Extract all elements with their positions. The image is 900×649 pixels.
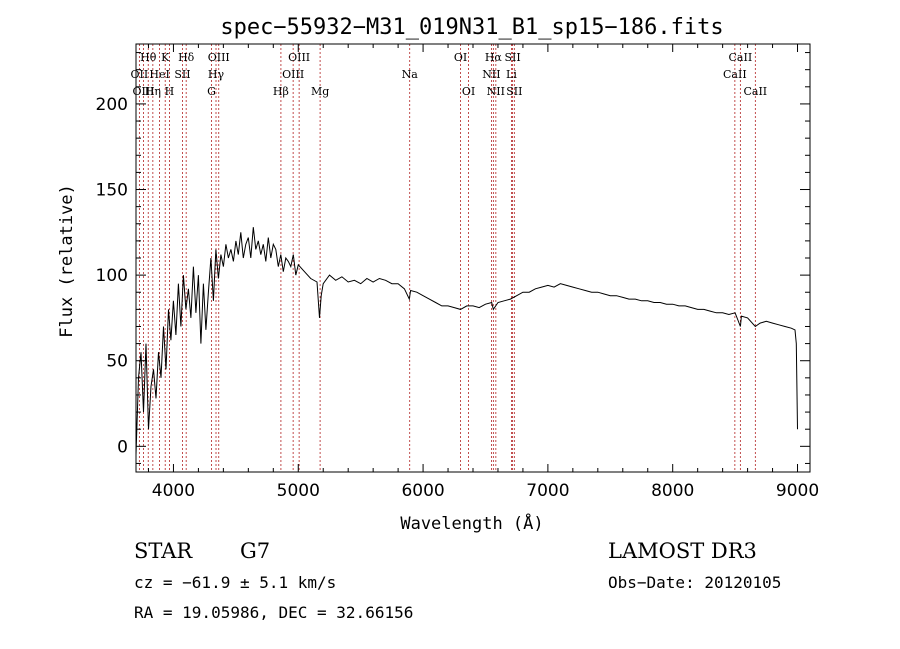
line-label-26: SII — [506, 85, 522, 98]
line-label-7: SII — [504, 51, 520, 64]
line-label-3: OIII — [208, 51, 230, 64]
y-axis: 0 50 100 150 200 — [96, 52, 810, 464]
coordinates-readout: RA = 19.05986, DEC = 32.66156 — [134, 603, 414, 622]
line-label-12: Hγ — [208, 68, 225, 81]
line-label-8: CaII — [729, 51, 753, 64]
subclass-label: G7 — [240, 539, 271, 563]
line-label-21: G — [207, 85, 216, 98]
line-label-1: K — [161, 51, 170, 64]
x-tick-label-4000: 4000 — [152, 481, 195, 501]
x-axis: 4000 5000 6000 7000 8000 9000 — [147, 44, 819, 501]
line-label-4: OIII — [288, 51, 310, 64]
plot-frame — [135, 43, 811, 473]
line-label-20: H — [165, 85, 175, 98]
x-tick-label-6000: 6000 — [401, 481, 444, 501]
y-tick-label-200: 200 — [96, 95, 128, 115]
y-tick-label-0: 0 — [117, 437, 128, 457]
line-label-17: CaII — [723, 68, 747, 81]
y-tick-label-50: 50 — [106, 352, 128, 372]
line-label-15: NII — [482, 68, 500, 81]
y-tick-label-100: 100 — [96, 266, 128, 286]
x-tick-label-5000: 5000 — [277, 481, 320, 501]
x-tick-label-8000: 8000 — [651, 481, 694, 501]
spectrum-line — [135, 227, 798, 455]
line-label-5: OI — [454, 51, 467, 64]
line-label-14: Na — [402, 68, 419, 81]
class-label: STAR — [134, 539, 193, 563]
line-label-6: Hα — [485, 51, 503, 64]
line-label-16: Li — [506, 68, 517, 81]
emission-line-markers — [138, 44, 756, 472]
chart-title: spec−55932−M31_019N31_B1_sp15−186.fits — [220, 15, 723, 40]
line-label-22: Hβ — [273, 85, 289, 98]
line-label-11: SII — [174, 68, 190, 81]
survey-label: LAMOST DR3 — [608, 539, 757, 563]
line-label-2: Hδ — [178, 51, 195, 64]
x-tick-label-7000: 7000 — [526, 481, 569, 501]
line-label-23: Mg — [311, 85, 329, 98]
line-label-18: OIII — [132, 85, 154, 98]
line-label-19: Hη — [145, 85, 161, 98]
y-axis-label: Flux (relative) — [57, 184, 77, 338]
line-label-10: HeI — [149, 68, 169, 81]
line-label-0: Hθ — [140, 51, 157, 64]
line-label-13: OIII — [282, 68, 304, 81]
line-label-25: NII — [487, 85, 505, 98]
x-axis-label: Wavelength (Å) — [400, 512, 543, 534]
velocity-readout: cz = −61.9 ± 5.1 km/s — [134, 573, 337, 592]
y-tick-label-150: 150 — [96, 181, 128, 201]
line-label-27: CaII — [743, 85, 767, 98]
x-tick-label-9000: 9000 — [776, 481, 819, 501]
obs-date-readout: Obs−Date: 20120105 — [608, 573, 782, 592]
line-label-24: OI — [462, 85, 475, 98]
line-label-9: OII — [131, 68, 149, 81]
